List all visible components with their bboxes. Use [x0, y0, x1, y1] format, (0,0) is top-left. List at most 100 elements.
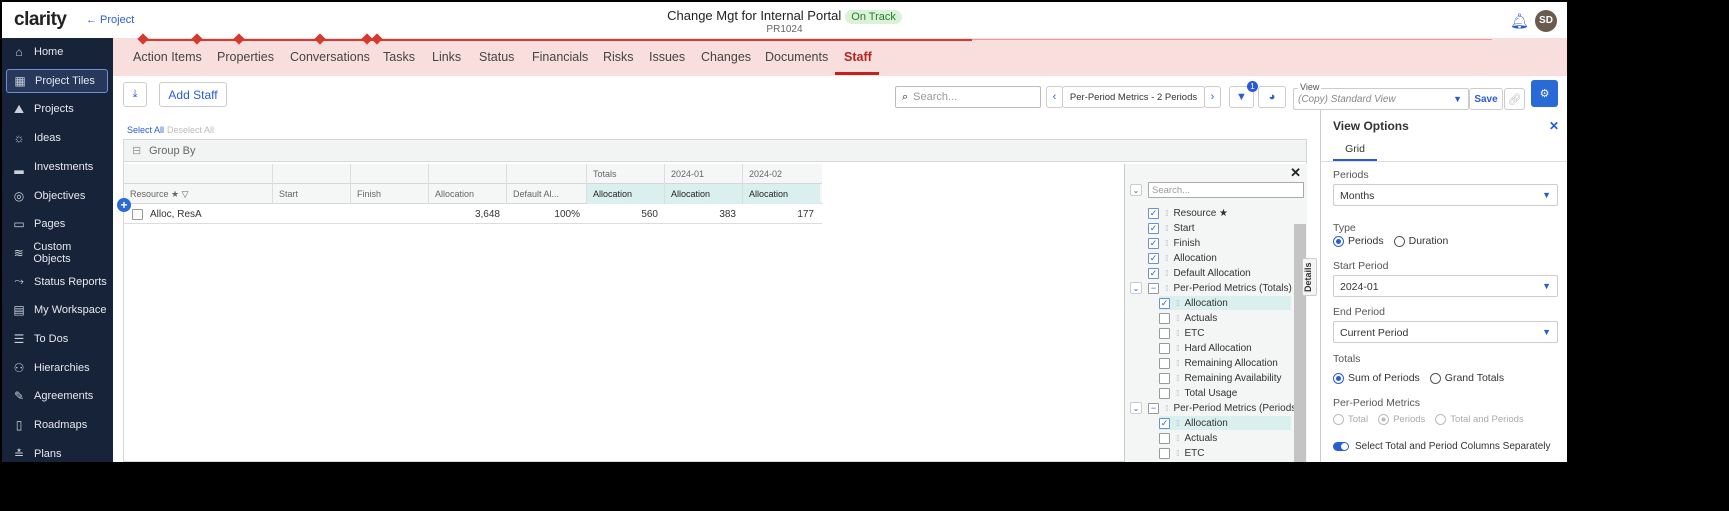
column-checkbox[interactable]: ✓ — [1148, 237, 1159, 249]
ppm-periods-radio[interactable]: Periods — [1378, 414, 1425, 425]
periods-select[interactable]: Months ▼ — [1333, 184, 1558, 206]
column-header-allocation[interactable]: Allocation — [428, 184, 506, 204]
chevron-down-icon[interactable]: ⌄ — [1130, 282, 1142, 294]
drag-handle-icon[interactable]: ⁞⁞ — [1176, 343, 1180, 353]
chart-button[interactable]: ◕ — [1258, 86, 1286, 108]
tab-conversations[interactable]: Conversations — [290, 50, 370, 64]
column-option[interactable]: ✓ ⁞⁞ Resource ★ — [1148, 206, 1228, 220]
type-duration-radio[interactable]: Duration — [1393, 235, 1448, 247]
column-checkbox[interactable] — [1159, 357, 1170, 369]
sidebar-item-custom-objects[interactable]: ≋ Custom Objects — [6, 241, 108, 265]
separate-columns-toggle[interactable] — [1333, 442, 1349, 451]
deselect-all-link[interactable]: Deselect All — [167, 125, 215, 135]
view-settings-button[interactable]: ⚙ — [1531, 80, 1558, 107]
tab-properties[interactable]: Properties — [217, 50, 274, 64]
link-button[interactable]: 🔗︎ — [1504, 88, 1525, 110]
tab-action-items[interactable]: Action Items — [133, 50, 202, 64]
filter-icon[interactable]: ▽ — [181, 189, 189, 199]
drag-handle-icon[interactable]: ⁞⁞ — [1165, 253, 1169, 263]
column-checkbox[interactable] — [1159, 312, 1170, 324]
add-staff-button[interactable]: Add Staff — [159, 82, 227, 107]
sidebar-item-plans[interactable]: ≛ Plans — [6, 442, 108, 462]
column-option[interactable]: ⁞⁞ Remaining Allocation — [1159, 356, 1278, 370]
search-input[interactable]: ⌕ Search... — [895, 86, 1041, 108]
sidebar-item-to-dos[interactable]: ☰ To Dos — [6, 327, 108, 351]
column-search-input[interactable]: Search... — [1148, 182, 1304, 198]
save-view-button[interactable]: Save — [1469, 88, 1503, 110]
radio[interactable] — [1333, 414, 1344, 425]
column-option[interactable]: ⁞⁞ ETC — [1159, 446, 1204, 460]
column-checkbox[interactable] — [1159, 387, 1170, 399]
column-option[interactable]: ✓ ⁞⁞ Allocation — [1148, 251, 1217, 265]
column-group[interactable]: ⌄ − ⁞⁞ Per-Period Metrics (Totals) — [1130, 281, 1292, 295]
sidebar-item-hierarchies[interactable]: ⚇ Hierarchies — [6, 356, 108, 380]
bell-icon[interactable]: 🔔︎ — [1510, 13, 1530, 30]
details-tab[interactable]: Details — [1302, 258, 1317, 296]
radio-selected[interactable] — [1378, 414, 1390, 425]
sidebar-item-my-workspace[interactable]: ▤ My Workspace — [6, 298, 108, 322]
tab-staff[interactable]: Staff — [844, 50, 872, 64]
column-option[interactable]: ✓ ⁞⁞ Finish — [1148, 236, 1200, 250]
sidebar-item-investments[interactable]: ▂ Investments — [6, 155, 108, 179]
column-option[interactable]: ⁞⁞ Actuals — [1159, 311, 1217, 325]
sidebar-item-projects[interactable]: ⛰ Projects — [6, 97, 108, 121]
select-all-link[interactable]: Select All — [127, 125, 165, 135]
group-checkbox[interactable]: − — [1148, 402, 1159, 414]
column-option[interactable]: ✓ ⁞⁞ Allocation — [1159, 416, 1291, 430]
column-checkbox[interactable] — [1159, 342, 1170, 354]
drag-handle-icon[interactable]: ⁞⁞ — [1176, 388, 1180, 398]
column-option[interactable]: ⁞⁞ Total Usage — [1159, 386, 1237, 400]
column-option[interactable]: ✓ ⁞⁞ Allocation — [1159, 296, 1291, 310]
tab-tasks[interactable]: Tasks — [383, 50, 415, 64]
column-option[interactable]: ✓ ⁞⁞ Start — [1148, 221, 1195, 235]
drag-handle-icon[interactable]: ⁞⁞ — [1176, 328, 1180, 338]
grand-totals-radio[interactable]: Grand Totals — [1429, 372, 1504, 384]
drag-handle-icon[interactable]: ⁞⁞ — [1165, 238, 1169, 248]
tab-grid[interactable]: Grid — [1333, 136, 1377, 161]
tab-financials[interactable]: Financials — [532, 50, 589, 64]
expand-all-toggle[interactable]: ⌄ — [1130, 184, 1142, 196]
column-option[interactable]: ⁞⁞ Actuals — [1159, 431, 1217, 445]
sidebar-item-roadmaps[interactable]: ▯ Roadmaps — [6, 413, 108, 437]
sidebar-item-agreements[interactable]: ✎ Agreements — [6, 384, 108, 408]
avatar[interactable]: SD — [1535, 10, 1557, 32]
tab-status[interactable]: Status — [479, 50, 515, 64]
drag-handle-icon[interactable]: ⁞⁞ — [1165, 283, 1169, 293]
tab-links[interactable]: Links — [432, 50, 462, 64]
column-group[interactable]: ⌄ − ⁞⁞ Per-Period Metrics (Periods — [1130, 401, 1296, 415]
drag-handle-icon[interactable]: ⁞⁞ — [1176, 358, 1180, 368]
ppm-total-radio[interactable]: Total — [1333, 414, 1368, 425]
radio-selected[interactable] — [1333, 372, 1344, 384]
row-checkbox[interactable] — [132, 209, 143, 220]
radio[interactable] — [1393, 235, 1405, 247]
add-row-button[interactable]: + — [117, 198, 131, 212]
drag-handle-icon[interactable]: ⁞⁞ — [1176, 433, 1180, 443]
column-checkbox[interactable]: ✓ — [1148, 267, 1159, 279]
drag-handle-icon[interactable]: ⁞⁞ — [1165, 223, 1169, 233]
column-checkbox[interactable]: ✓ — [1148, 252, 1159, 264]
column-checkbox[interactable] — [1159, 447, 1170, 459]
column-option[interactable]: ⁞⁞ Hard Allocation — [1159, 341, 1252, 355]
clarity-logo[interactable]: clarity — [14, 9, 67, 30]
radio[interactable] — [1435, 414, 1447, 425]
close-icon[interactable]: ✕ — [1548, 119, 1559, 133]
sidebar-item-status-reports[interactable]: ⤳ Status Reports — [6, 270, 108, 294]
column-option[interactable]: ⁞⁞ ETC — [1159, 326, 1204, 340]
export-button[interactable]: ⤓ — [123, 82, 147, 107]
type-periods-radio[interactable]: Periods — [1333, 235, 1384, 247]
drag-handle-icon[interactable]: ⁞⁞ — [1176, 313, 1180, 323]
radio-selected[interactable] — [1333, 235, 1344, 247]
end-period-select[interactable]: Current Period ▼ — [1333, 321, 1558, 343]
column-checkbox[interactable] — [1159, 327, 1170, 339]
drag-handle-icon[interactable]: ⁞⁞ — [1176, 373, 1180, 383]
column-header-finish[interactable]: Finish — [350, 184, 428, 204]
sidebar-item-project-tiles[interactable]: ▦ Project Tiles — [6, 68, 108, 93]
table-row[interactable]: Alloc, ResA 3,648 100% 560 383 177 — [124, 206, 822, 224]
group-checkbox[interactable]: − — [1148, 282, 1159, 294]
column-option[interactable]: ✓ ⁞⁞ Default Allocation — [1148, 266, 1251, 280]
column-header-start[interactable]: Start — [272, 184, 350, 204]
sidebar-item-pages[interactable]: ▭ Pages — [6, 212, 108, 236]
sidebar-item-ideas[interactable]: ☼ Ideas — [6, 126, 108, 150]
drag-handle-icon[interactable]: ⁞⁞ — [1165, 208, 1169, 218]
radio[interactable] — [1429, 372, 1441, 384]
